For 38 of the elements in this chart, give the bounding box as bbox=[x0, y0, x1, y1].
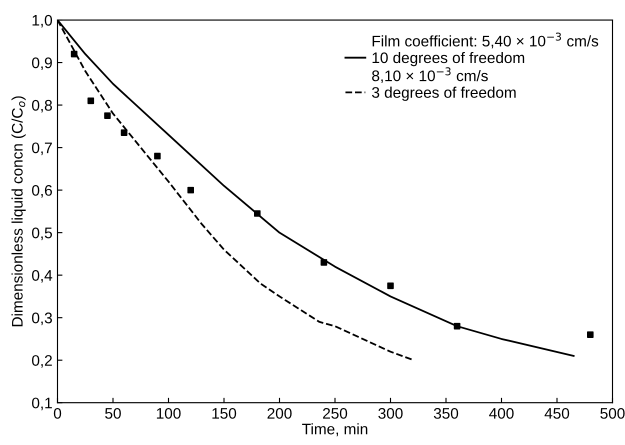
point bbox=[254, 210, 261, 217]
y-tick-label: 0,3 bbox=[32, 312, 52, 326]
y-tick-label: 0,6 bbox=[32, 184, 52, 198]
x-tick-label: 0 bbox=[54, 408, 62, 419]
point bbox=[120, 129, 128, 136]
x-tick-label: 400 bbox=[489, 408, 514, 419]
y-tick-label: 1,0 bbox=[32, 14, 52, 28]
x-tick-label: 300 bbox=[378, 408, 403, 419]
x-tick-label: 500 bbox=[600, 408, 625, 419]
x-tick-label: 200 bbox=[268, 408, 292, 419]
point bbox=[387, 282, 394, 290]
point bbox=[320, 259, 328, 266]
y-axis-title: Dimensionless liquid concn (C/C$_{o}$) bbox=[11, 96, 26, 326]
y-tick-label: 0,8 bbox=[32, 100, 52, 113]
x-tick-label: 50 bbox=[105, 408, 121, 419]
annotation: Film coefficient: 5,40 × 10$^{−3}$ cm/s bbox=[372, 32, 598, 48]
point bbox=[454, 322, 460, 330]
annotation: 8,10 × 10$^{−3}$ cm/s bbox=[372, 67, 488, 84]
x-axis-title: Time, min bbox=[302, 423, 368, 436]
legend-label: 3 degrees of freedom bbox=[372, 86, 516, 101]
y-tick-label: 0,7 bbox=[32, 142, 52, 156]
legend-label: 10 degrees of freedom bbox=[372, 52, 524, 66]
point bbox=[187, 186, 194, 194]
x-tick-label: 250 bbox=[323, 408, 348, 419]
x-tick-label: 450 bbox=[544, 408, 570, 419]
y-tick-label: 0,4 bbox=[32, 270, 52, 283]
y-tick-label: 0,2 bbox=[32, 355, 52, 368]
x-tick-label: 350 bbox=[434, 408, 458, 419]
point bbox=[104, 112, 111, 119]
y-tick-label: 0,9 bbox=[32, 57, 52, 70]
point bbox=[88, 98, 94, 104]
x-tick-label: 100 bbox=[156, 408, 181, 419]
point bbox=[70, 50, 78, 58]
x-tick-label: 150 bbox=[212, 408, 236, 419]
y-tick-label: 0,1 bbox=[32, 398, 52, 410]
point bbox=[587, 331, 594, 338]
y-tick-label: 0,5 bbox=[32, 228, 52, 240]
point bbox=[154, 152, 161, 160]
